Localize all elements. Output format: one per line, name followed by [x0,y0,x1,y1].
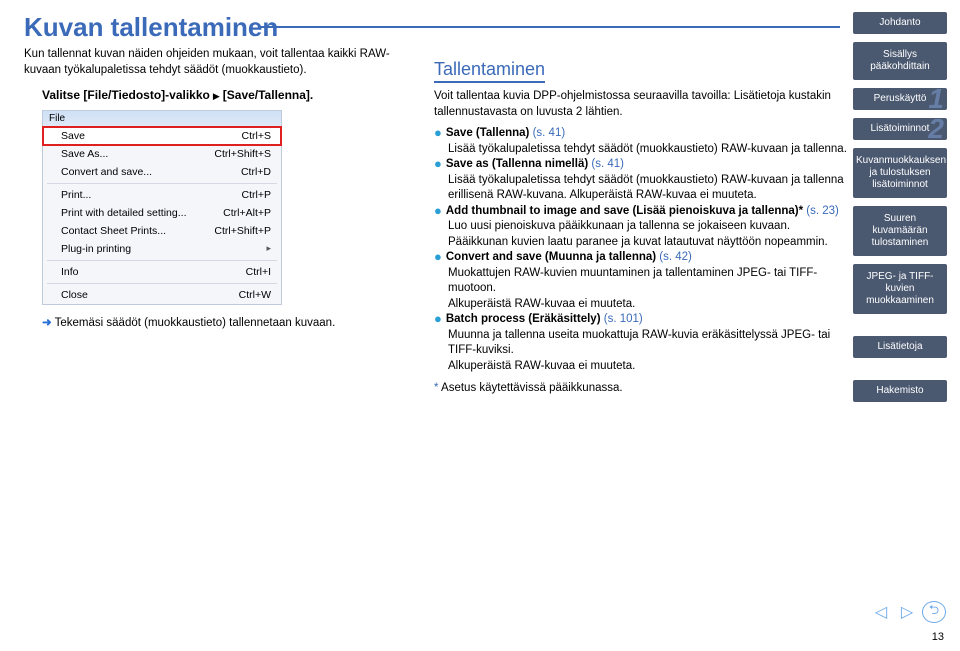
menu-item-label: Info [61,266,79,278]
sidebar-link[interactable]: Kuvanmuokkauksen ja tulostuksen lisätoim… [853,148,947,198]
bullet-item: ●Convert and save (Muunna ja tallenna) (… [434,250,854,266]
section-heading: Tallentaminen [434,59,545,83]
menu-item[interactable]: Print with detailed setting... Ctrl+Alt+P [43,204,281,222]
intro-text: Kun tallennat kuvan näiden ohjeiden muka… [24,47,404,78]
next-page-button[interactable]: ▷ [896,602,918,622]
bullet-title: Batch process (Eräkäsittely) [446,313,604,325]
bullet-body: Convert and save (Muunna ja tallenna) (s… [446,250,854,266]
bullet-item: ●Batch process (Eräkäsittely) (s. 101) [434,312,854,328]
menu-item[interactable]: Save Ctrl+S [43,127,281,145]
step-instruction: Valitse [File/Tiedosto]-valikko▶[Save/Ta… [42,88,404,102]
menu-item-label: Convert and save... [61,166,152,178]
bullet-ref[interactable]: (s. 101) [604,313,643,325]
bullet-ref[interactable]: (s. 23) [806,205,839,217]
menu-item[interactable]: Contact Sheet Prints... Ctrl+Shift+P [43,222,281,240]
left-column: Kun tallennat kuvan näiden ohjeiden muka… [24,47,404,394]
menu-item-shortcut: Ctrl+W [239,289,271,301]
arrow-icon: ➜ [42,317,52,329]
menu-item-label: Print... [61,189,91,201]
bullet-ref[interactable]: (s. 41) [591,158,624,170]
sidebar-link[interactable]: JPEG- ja TIFF-kuvien muokkaaminen [853,264,947,314]
menu-item[interactable]: Print... Ctrl+P [43,186,281,204]
sidebar-link[interactable]: Johdanto [853,12,947,34]
sidebar-link[interactable]: Lisätietoja [853,336,947,358]
back-button[interactable]: ⮌ [922,601,946,623]
page-number: 13 [932,631,944,643]
menu-separator [47,283,277,284]
footnote: * Asetus käytettävissä pääikkunassa. [434,382,854,394]
bottom-nav: ◁ ▷ ⮌ [870,601,946,623]
bullet-title: Save (Tallenna) [446,127,533,139]
bullet-dot-icon: ● [434,157,442,173]
sidebar-link[interactable]: Hakemisto [853,380,947,402]
file-menu: File Save Ctrl+S Save As... Ctrl+Shift+S Con… [42,110,282,305]
menu-item-shortcut: Ctrl+D [241,166,271,178]
menu-item[interactable]: Info Ctrl+I [43,263,281,281]
bullet-dot-icon: ● [434,250,442,266]
menu-item[interactable]: Close Ctrl+W [43,286,281,304]
result-line: ➜ Tekemäsi säädöt (muokkaustieto) tallen… [42,315,404,329]
menu-item-shortcut: Ctrl+Alt+P [223,207,271,219]
bullet-line: Lisää työkalupaletissa tehdyt säädöt (mu… [448,142,854,158]
title-rule [260,26,840,28]
section-intro: Voit tallentaa kuvia DPP-ohjelmistossa s… [434,89,854,120]
menu-separator [47,183,277,184]
bullet-line: Muokattujen RAW-kuvien muuntaminen ja ta… [448,266,854,297]
sidebar: Johdanto Sisällys pääkohdittain Peruskäytt… [852,12,948,402]
bullet-dot-icon: ● [434,312,442,328]
menu-item-label: Print with detailed setting... [61,207,186,219]
bullet-body: Save as (Tallenna nimellä) (s. 41) [446,157,854,173]
result-text: Tekemäsi säädöt (muokkaustieto) tallenne… [55,317,336,329]
menu-item[interactable]: Save As... Ctrl+Shift+S [43,145,281,163]
menu-item-label: Plug-in printing [61,243,131,255]
menu-item-shortcut: Ctrl+Shift+S [214,148,271,160]
bullet-title: Add thumbnail to image and save (Lisää p… [446,205,806,217]
step-menu: [File/Tiedosto]-valikko [83,88,209,102]
triangle-icon: ▶ [210,91,223,101]
menu-item-shortcut: Ctrl+S [242,130,271,142]
bullet-body: Save (Tallenna) (s. 41) [446,126,854,142]
bullet-title: Convert and save (Muunna ja tallenna) [446,251,659,263]
sidebar-link[interactable]: Peruskäyttö [853,88,947,110]
prev-page-button[interactable]: ◁ [870,602,892,622]
sidebar-link[interactable]: Suuren kuvamäärän tulostaminen [853,206,947,256]
bullet-line: Pääikkunan kuvien laatu paranee ja kuvat… [448,235,854,251]
sidebar-link[interactable]: Sisällys pääkohdittain [853,42,947,80]
bullet-dot-icon: ● [434,204,442,220]
menu-item[interactable]: Plug-in printing [43,240,281,258]
bullet-item: ●Save as (Tallenna nimellä) (s. 41) [434,157,854,173]
bullet-item: ● Add thumbnail to image and save (Lisää … [434,204,854,220]
bullet-ref[interactable]: (s. 41) [533,127,566,139]
bullet-ref[interactable]: (s. 42) [659,251,692,263]
page-title: Kuvan tallentaminen [0,0,960,47]
menu-item-shortcut: Ctrl+I [246,266,271,278]
bullet-line: Muunna ja tallenna useita muokattuja RAW… [448,328,854,359]
bullet-title: Save as (Tallenna nimellä) [446,158,592,170]
menu-item-shortcut: Ctrl+P [242,189,271,201]
menu-item-label: Save As... [61,148,108,160]
bullet-line: Luo uusi pienoiskuva pääikkunaan ja tall… [448,219,854,235]
footnote-star: * [434,382,438,394]
bullet-line: Alkuperäistä RAW-kuvaa ei muuteta. [448,297,854,313]
footnote-text: Asetus käytettävissä pääikkunassa. [441,382,623,394]
bullet-dot-icon: ● [434,126,442,142]
bullet-body: Add thumbnail to image and save (Lisää p… [446,204,854,220]
sidebar-link[interactable]: Lisätoiminnot [853,118,947,140]
menu-item-label: Close [61,289,88,301]
menu-separator [47,260,277,261]
bullet-body: Batch process (Eräkäsittely) (s. 101) [446,312,854,328]
step-prefix: Valitse [42,88,83,102]
menu-header: File [43,111,281,127]
bullet-line: Alkuperäistä RAW-kuvaa ei muuteta. [448,359,854,375]
menu-item-shortcut: Ctrl+Shift+P [214,225,271,237]
right-column: Tallentaminen Voit tallentaa kuvia DPP-o… [434,47,854,394]
menu-item-label: Contact Sheet Prints... [61,225,166,237]
menu-item[interactable]: Convert and save... Ctrl+D [43,163,281,181]
bullet-item: ●Save (Tallenna) (s. 41) [434,126,854,142]
menu-item-label: Save [61,130,85,142]
step-action: [Save/Tallenna]. [223,88,313,102]
bullet-line: Lisää työkalupaletissa tehdyt säädöt (mu… [448,173,854,204]
